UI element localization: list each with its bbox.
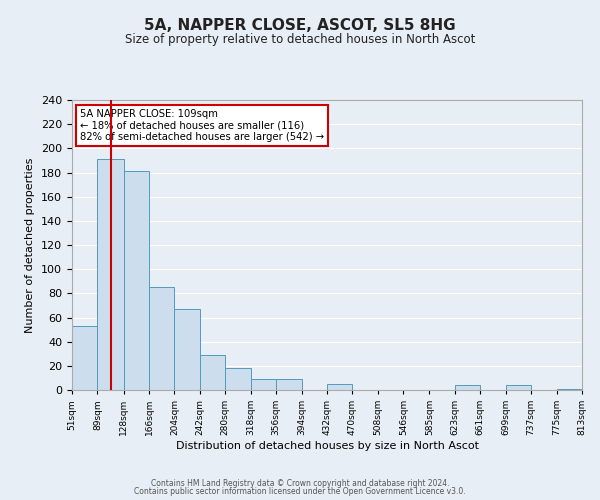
Bar bbox=[97, 159, 124, 390]
Y-axis label: Number of detached properties: Number of detached properties bbox=[25, 158, 35, 332]
Text: Contains public sector information licensed under the Open Government Licence v3: Contains public sector information licen… bbox=[134, 487, 466, 496]
Bar bbox=[327, 384, 352, 390]
Bar bbox=[72, 326, 97, 390]
Bar bbox=[251, 379, 276, 390]
Text: 5A, NAPPER CLOSE, ASCOT, SL5 8HG: 5A, NAPPER CLOSE, ASCOT, SL5 8HG bbox=[144, 18, 456, 32]
Bar bbox=[455, 385, 480, 390]
Bar bbox=[225, 368, 251, 390]
Bar bbox=[506, 385, 531, 390]
Bar bbox=[149, 288, 175, 390]
Text: Contains HM Land Registry data © Crown copyright and database right 2024.: Contains HM Land Registry data © Crown c… bbox=[151, 478, 449, 488]
Bar bbox=[276, 379, 302, 390]
Bar bbox=[200, 355, 225, 390]
Bar bbox=[557, 389, 582, 390]
Bar bbox=[175, 309, 200, 390]
Text: Size of property relative to detached houses in North Ascot: Size of property relative to detached ho… bbox=[125, 32, 475, 46]
X-axis label: Distribution of detached houses by size in North Ascot: Distribution of detached houses by size … bbox=[176, 441, 479, 451]
Text: 5A NAPPER CLOSE: 109sqm
← 18% of detached houses are smaller (116)
82% of semi-d: 5A NAPPER CLOSE: 109sqm ← 18% of detache… bbox=[80, 108, 324, 142]
Bar bbox=[124, 172, 149, 390]
